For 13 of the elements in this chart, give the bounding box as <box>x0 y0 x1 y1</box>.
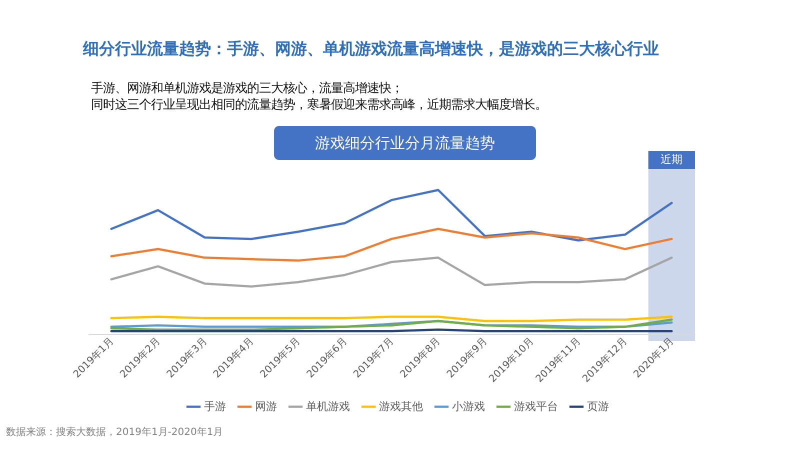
legend-label: 网游 <box>255 400 277 413</box>
text: 游戏细分行业分月流量趋势 <box>315 134 495 152</box>
legend-label: 小游戏 <box>452 400 485 413</box>
legend-label: 游戏其他 <box>379 400 423 413</box>
legend-label: 游戏平台 <box>514 400 558 413</box>
text: 手游、网游和单机游戏是游戏的三大核心，流量高增速快； <box>91 81 403 95</box>
text: 同时这三个行业呈现出相同的流量趋势，寒暑假迎来需求高峰，近期需求大幅度增长。 <box>91 98 547 112</box>
chart-title: 细分行业流量趋势：手游、网游、单机游戏流量高增速快，是游戏的三大核心行业 <box>82 39 659 58</box>
source-note: 数据来源：搜索大数据，2019年1月-2020年1月 <box>6 426 224 438</box>
legend-label: 单机游戏 <box>306 400 350 413</box>
legend-label: 页游 <box>587 400 609 413</box>
legend-label: 手游 <box>204 400 226 413</box>
band-label: 近期 <box>660 153 683 166</box>
